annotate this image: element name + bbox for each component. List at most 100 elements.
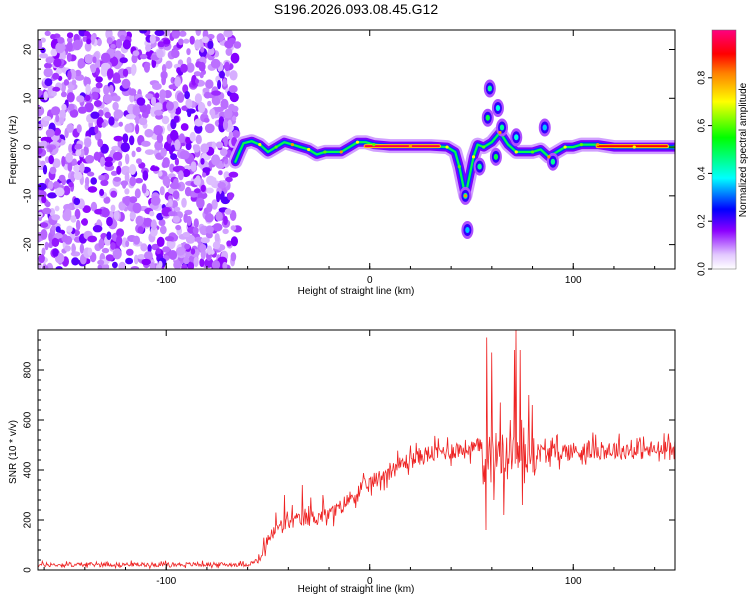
noise-blob [181, 168, 191, 178]
noise-blob [100, 62, 111, 71]
noise-blob [212, 223, 223, 232]
noise-blob [120, 180, 129, 187]
noise-blob [48, 145, 53, 153]
noise-blob [179, 30, 187, 37]
noise-blob [216, 191, 221, 203]
noise-blob [106, 68, 114, 79]
noise-blob [193, 256, 199, 268]
noise-blob [113, 135, 123, 142]
noise-blob [232, 115, 237, 122]
noise-blob [150, 219, 157, 231]
colorbar-tick-label: 0.4 [697, 166, 708, 180]
colorbar-tick-label: 0.2 [697, 214, 708, 228]
noise-blob [223, 215, 228, 226]
noise-blob [87, 186, 98, 193]
noise-blob [228, 130, 233, 140]
noise-blob [226, 240, 232, 247]
noise-blob [129, 135, 135, 146]
y-tick-label: -20 [23, 237, 34, 252]
noise-blob [66, 225, 73, 233]
noise-blob [163, 141, 173, 152]
noise-blob [48, 180, 54, 190]
noise-blob [223, 30, 233, 38]
noise-blob [110, 204, 116, 212]
noise-blob [106, 37, 113, 45]
noise-blob [137, 226, 144, 234]
noise-blob [197, 191, 208, 200]
noise-blob [154, 109, 164, 116]
noise-blob [185, 142, 192, 151]
noise-blob [161, 115, 170, 125]
noise-blob [111, 95, 121, 102]
noise-blob [110, 170, 118, 176]
ridge-peak [547, 155, 551, 159]
noise-blob [229, 70, 238, 81]
noise-blob [113, 210, 120, 221]
noise-blob [115, 38, 123, 49]
ridge-peak [482, 145, 486, 149]
noise-blob [125, 257, 134, 265]
noise-blob [207, 33, 215, 40]
noise-blob [147, 244, 152, 254]
noise-blob [38, 105, 45, 116]
noise-blob [116, 165, 122, 175]
noise-blob [42, 265, 49, 269]
noise-blob [132, 105, 141, 116]
noise-blob [110, 242, 116, 250]
ridge-peak [530, 150, 535, 154]
noise-blob [184, 91, 191, 100]
feature-blob [496, 118, 509, 137]
noise-blob [61, 103, 67, 111]
noise-blob [91, 91, 99, 100]
noise-blob [122, 133, 129, 143]
ridge-peak [339, 150, 343, 154]
ridge-peak [408, 144, 413, 148]
noise-blob [73, 197, 81, 206]
noise-blob [106, 216, 113, 227]
ridge-peak [563, 145, 567, 149]
noise-blob [142, 170, 149, 181]
noise-blob [167, 198, 173, 207]
snr-line [38, 330, 675, 570]
noise-blob [83, 76, 91, 87]
noise-blob [118, 261, 126, 269]
noise-blob [171, 30, 181, 39]
noise-blob [92, 225, 103, 233]
noise-blob [229, 92, 239, 103]
noise-blob [211, 90, 222, 96]
noise-blob [116, 228, 125, 238]
noise-blob [135, 215, 144, 226]
noise-blob [104, 161, 113, 168]
noise-blob [76, 95, 85, 103]
noise-blob [104, 111, 111, 119]
noise-blob [190, 248, 196, 255]
noise-blob [51, 225, 56, 231]
feature-core [477, 163, 482, 170]
ridge-peak [445, 145, 449, 149]
noise-blob [103, 196, 111, 204]
noise-blob [66, 32, 74, 39]
y-tick-label: 10 [23, 92, 34, 104]
snr-background [38, 330, 675, 570]
noise-blob [230, 252, 237, 262]
noise-blob [227, 192, 234, 201]
noise-blob [228, 37, 236, 44]
noise-blob [43, 115, 52, 122]
noise-blob [75, 219, 81, 231]
noise-blob [94, 125, 99, 134]
noise-blob [84, 176, 90, 187]
noise-blob [138, 117, 148, 126]
noise-blob [66, 41, 73, 52]
colorbar: 0.0 0.2 0.4 0.6 0.8 Normalized spectral ampl… [697, 29, 749, 276]
noise-blob [73, 171, 83, 181]
noise-blob [186, 48, 191, 56]
noise-blob [200, 143, 210, 154]
noise-blob [44, 241, 49, 251]
noise-blob [72, 39, 82, 51]
noise-blob [218, 116, 225, 126]
feature-core [493, 153, 499, 160]
noise-blob [110, 190, 117, 198]
noise-blob [200, 237, 210, 244]
noise-blob [84, 137, 92, 148]
noise-blob [77, 59, 84, 69]
